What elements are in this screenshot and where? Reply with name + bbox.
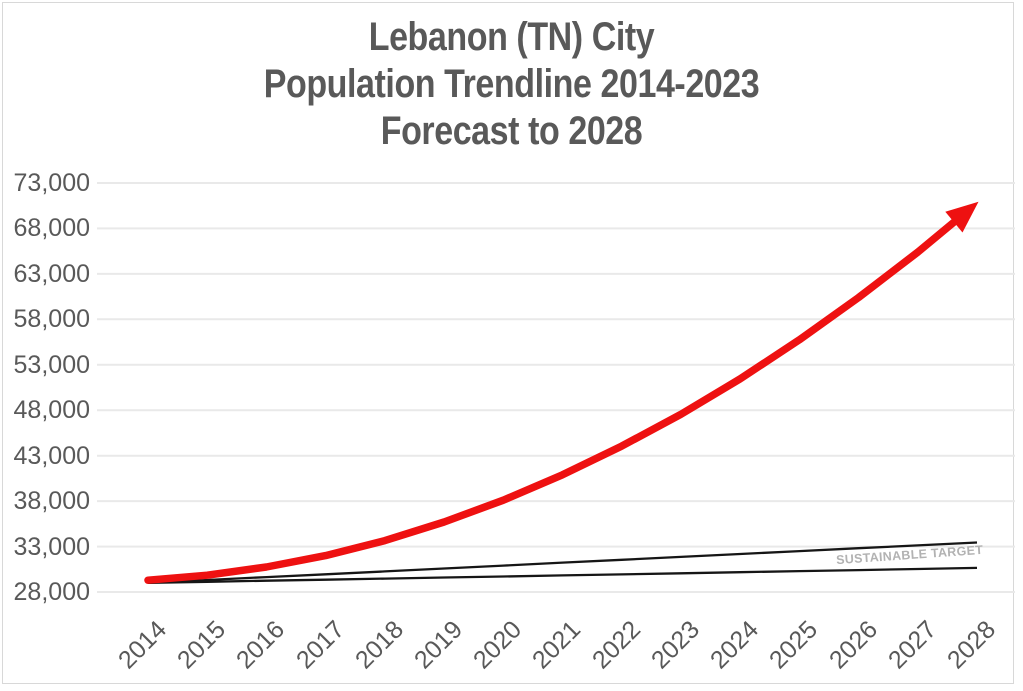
y-axis-tick-label: 48,000 [13, 396, 90, 425]
sustainable-target-lower-line [147, 566, 978, 585]
y-axis-tick-label: 38,000 [13, 487, 90, 516]
trend-arrowhead-icon [945, 201, 979, 233]
sustainable-target-upper-line [147, 541, 978, 585]
chart-title: Lebanon (TN) City Population Trendline 2… [77, 14, 947, 155]
y-axis-tick-label: 58,000 [13, 305, 90, 334]
y-axis-tick-label: 68,000 [13, 214, 90, 243]
y-axis-tick-label: 53,000 [13, 350, 90, 379]
y-axis-tick-label: 28,000 [13, 578, 90, 606]
chart-title-line-1: Lebanon (TN) City [368, 15, 655, 59]
y-axis-tick-label: 73,000 [13, 169, 90, 197]
y-axis-tick-label: 33,000 [13, 532, 90, 561]
y-axis-tick-label: 63,000 [13, 259, 90, 288]
population-trendline [144, 215, 961, 584]
y-axis-tick-label: 43,000 [13, 441, 90, 470]
chart-title-line-3: Forecast to 2028 [380, 109, 643, 153]
chart-title-line-2: Population Trendline 2014-2023 [263, 62, 760, 106]
